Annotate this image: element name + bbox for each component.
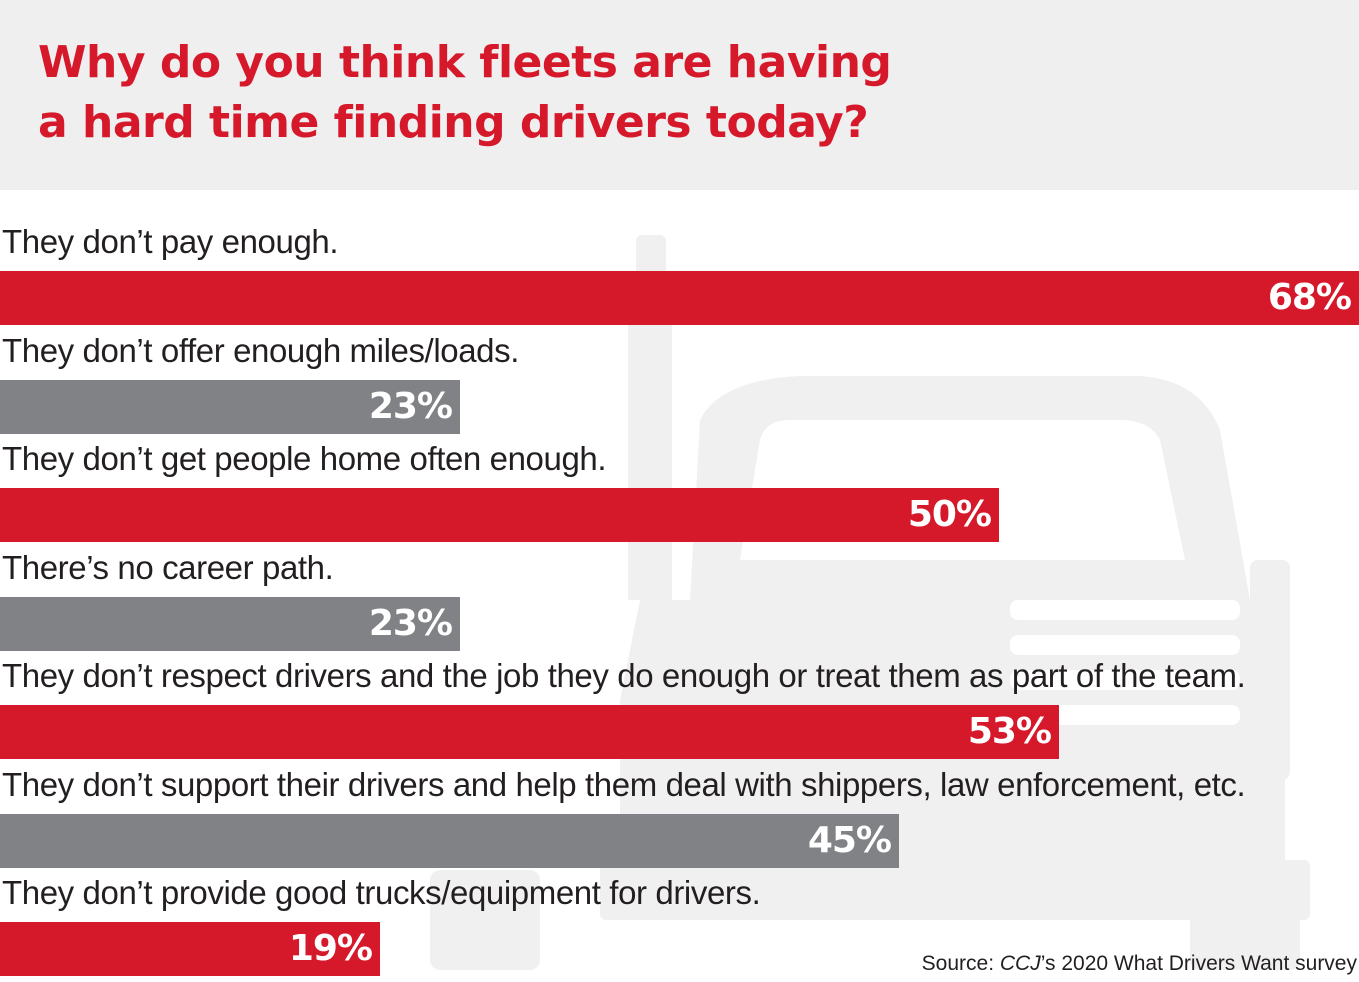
title-banner: Why do you think fleets are having a har… (0, 0, 1359, 190)
chart-title-line-2: a hard time finding drivers today? (38, 97, 869, 148)
bar: 19% (0, 922, 380, 976)
bar: 68% (0, 271, 1359, 325)
category-label: They don’t provide good trucks/equipment… (2, 874, 761, 911)
bar: 50% (0, 488, 999, 542)
bar-value-label: 53% (967, 711, 1052, 752)
category-label: There’s no career path. (2, 548, 334, 586)
category-label: They don’t offer enough miles/loads. (2, 331, 519, 369)
bar-value-label: 23% (368, 385, 453, 427)
category-label: They don’t support their drivers and hel… (2, 765, 1246, 803)
source-note: Source: CCJ’s 2020 What Drivers Want sur… (922, 952, 1357, 976)
bar-value-label: 23% (368, 602, 453, 644)
bar: 45% (0, 813, 899, 868)
bar: 53% (0, 705, 1059, 759)
source-prefix: Source: (921, 952, 1000, 975)
source-suffix: ’s 2020 What Drivers Want survey (1040, 952, 1357, 975)
bar: 23% (0, 596, 460, 651)
category-label: They don’t get people home often enough. (2, 440, 607, 477)
chart-title-line-1: Why do you think fleets are having (38, 37, 892, 88)
bar-value-label: 50% (907, 494, 992, 535)
category-label: They don’t respect drivers and the job t… (2, 657, 1246, 694)
bar-value-label: 45% (807, 819, 892, 861)
category-label: They don’t pay enough. (2, 223, 339, 260)
bar-value-label: 68% (1267, 277, 1352, 318)
source-publication: CCJ (999, 952, 1041, 975)
bar: 23% (0, 379, 460, 434)
chart-title: Why do you think fleets are having a har… (38, 33, 1038, 153)
bar-value-label: 19% (288, 928, 373, 969)
